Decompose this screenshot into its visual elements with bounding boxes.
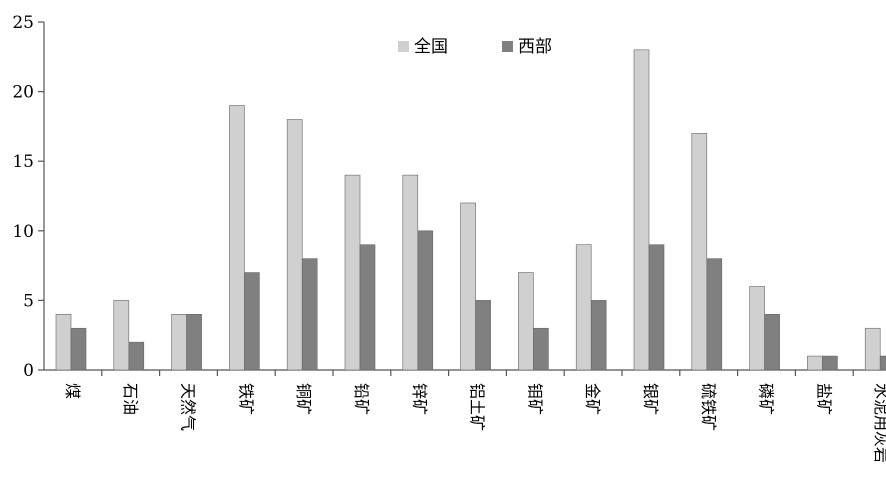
x-axis [44,369,886,376]
category-labels: 煤 石油 天然气 铁矿 铜矿 铅矿 锌矿 铝土矿 钼矿 金矿 银矿 硫铁矿 磷矿 盐矿 水泥用灰岩 [63,383,886,463]
x-category-label: 水泥用灰岩 [872,383,886,463]
bar-national [402,174,419,371]
y-tick-label: 5 [23,291,34,311]
bar-national [749,286,765,371]
bar-national [633,49,650,371]
bar-national [518,272,534,371]
bar-west [590,300,607,371]
legend-swatch-national [398,41,409,52]
y-tick-label: 10 [12,222,34,242]
bar-west [359,244,376,371]
bar-west [475,300,491,371]
x-category-label: 铅矿 [352,383,371,415]
x-category-label: 钼矿 [525,383,544,415]
bar-west [879,355,886,371]
legend-swatch-west [502,41,513,52]
bar-national [229,105,245,371]
bar-west [648,244,665,371]
x-category-label: 铁矿 [236,383,255,415]
bar-national [113,300,130,371]
y-tick-label: 0 [23,361,34,381]
bar-national [691,133,708,371]
bar-west [706,258,723,371]
x-category-label: 磷矿 [757,383,776,415]
bar-west [186,314,202,371]
bar-west [533,327,549,371]
x-category-label: 天然气 [179,383,198,431]
bar-national [344,174,361,371]
bar-west [301,258,318,371]
bar-west [764,314,780,371]
bar-west [244,272,260,371]
bars [55,49,886,371]
bar-west [417,230,434,371]
x-category-label: 硫铁矿 [699,383,718,431]
y-tick-label: 20 [12,83,34,103]
legend-label-national: 全国 [414,37,448,57]
x-category-label: 盐矿 [814,383,833,415]
y-tick-label: 25 [12,13,34,33]
legend: 全国 西部 [398,37,552,57]
bar-national [286,119,303,371]
x-category-label: 铝土矿 [468,383,487,431]
x-category-label: 石油 [121,383,140,415]
legend-label-west: 西部 [518,37,552,57]
bar-west [128,341,145,371]
x-category-label: 铜矿 [294,383,313,415]
bar-national [575,244,592,371]
x-category-label: 煤 [63,383,82,399]
x-category-label: 银矿 [641,383,660,415]
bar-national [460,202,476,371]
bar-national [55,314,72,371]
x-category-label: 金矿 [583,383,602,415]
bar-national [171,314,187,371]
bar-west [822,355,838,371]
x-category-label: 锌矿 [410,383,429,415]
bar-national [807,355,823,371]
bar-national [864,327,881,371]
y-axis: 0 5 10 15 20 25 [12,13,45,381]
bar-west [70,327,87,371]
y-tick-label: 15 [12,152,34,172]
